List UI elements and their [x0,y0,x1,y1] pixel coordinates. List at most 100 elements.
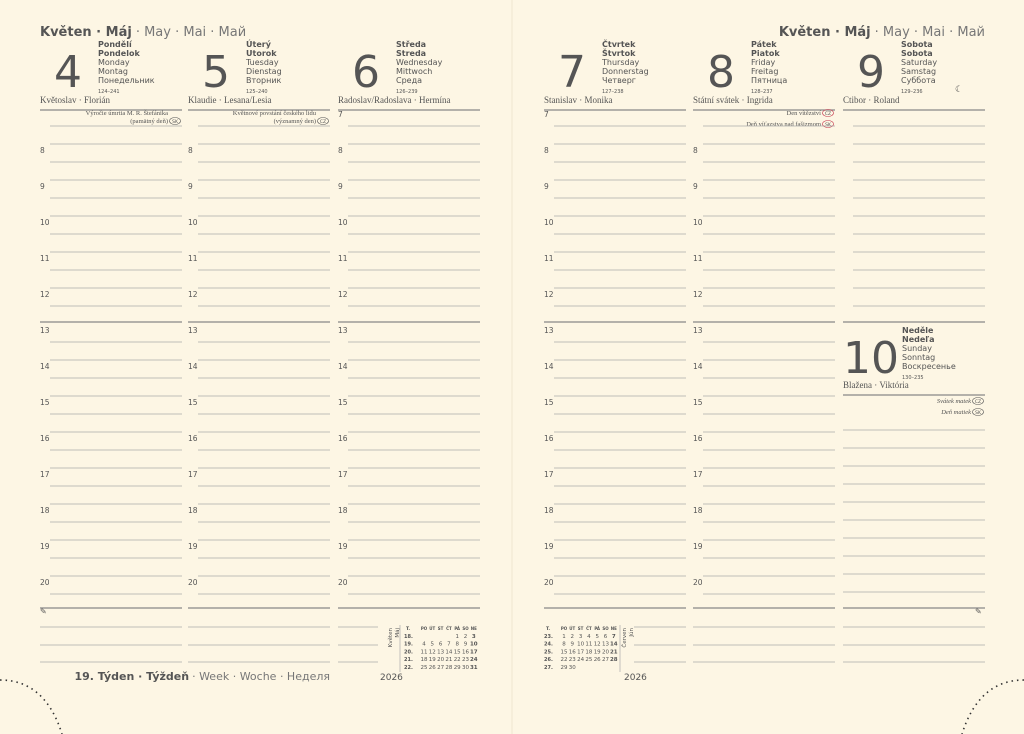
hour-label: 13 [188,326,198,335]
calendar-weekday: NE [471,626,477,631]
calendar-day: 3 [579,634,583,640]
hour-label: 8 [188,146,193,155]
hour-label: 15 [40,398,50,407]
calendar-day: 24 [470,657,478,663]
day-of-year: 126–239 [396,89,418,95]
calendar-day: 20 [602,649,609,655]
note: Den vítězství [787,110,822,117]
calendar-day: 24 [577,657,584,663]
hour-label: 19 [40,542,50,551]
calendar-weekday: ST [578,626,584,631]
weekday-name: Štvrtok [602,47,636,58]
hour-label: 13 [544,326,554,335]
calendar-weekday: ÚT [569,626,575,631]
calendar-day: 4 [422,642,426,648]
day-of-year: 124–241 [98,89,120,95]
hour-label: 18 [693,506,703,515]
calendar-day: 18 [585,649,592,655]
hour-label: 18 [338,506,348,515]
calendar-month: Červen [621,628,628,648]
calendar-day: 17 [470,649,478,655]
weekday-name: Wednesday [396,58,443,67]
weekday-name: Thursday [601,58,639,67]
day-number: 7 [558,47,586,98]
year: 2026 [624,673,647,683]
hour-label: 20 [544,578,554,587]
note: (pamätný deň) [130,118,168,125]
hour-label: 12 [188,290,198,299]
hour-label: 18 [188,506,198,515]
hour-label: 13 [338,326,348,335]
calendar-week-header: T. [546,626,550,632]
pen-icon: ✎ [975,607,982,616]
nameday: Ctibor · Roland [843,95,900,105]
weekday-name: Понедельник [98,76,155,85]
calendar-day: 17 [577,649,584,655]
day-number: 10 [843,333,899,384]
calendar-week-number: 24. [544,642,553,648]
calendar-day: 15 [561,649,568,655]
hour-label: 16 [338,434,348,443]
weekday-name: Среда [396,76,422,85]
calendar-weekday: SO [602,626,609,631]
hour-label: 18 [40,506,50,515]
calendar-weekday: ČT [586,626,592,631]
hour-label: 9 [338,182,343,191]
calendar-day: 22 [561,657,568,663]
badge: SK [825,122,832,128]
weekday-name: Pondělí [98,39,133,49]
hour-label: 11 [188,254,198,263]
calendar-day: 20 [437,657,444,663]
hour-label: 8 [544,146,549,155]
weekday-name: Neděle [902,325,934,335]
hour-label: 8 [693,146,698,155]
calendar-day: 27 [437,665,444,671]
calendar-day: 19 [429,657,436,663]
calendar-week-number: 22. [404,665,413,671]
weekday-name: Montag [98,67,128,76]
hour-label: 11 [338,254,348,263]
day-of-year: 125–240 [246,89,268,95]
weekday-name: Pátek [751,40,777,49]
weekday-name: Четверг [602,76,636,85]
calendar-day: 10 [577,642,584,648]
weekday-name: Пятница [751,76,787,85]
day-number: 5 [202,47,230,98]
calendar-day: 15 [454,649,461,655]
week: 19. Týden · Týždeň [74,670,189,683]
hour-label: 12 [544,290,554,299]
hour-label: 15 [693,398,703,407]
day-number: 8 [707,47,735,98]
hour-label: 14 [40,362,50,371]
calendar-day: 16 [462,649,469,655]
week-title: 19. Týden · Týždeň · Week · Woche · Недел… [74,670,330,683]
note: Květnové povstání českého lidu [233,110,317,117]
note: Výročie úmrtia M. R. Štefánika [86,109,168,117]
day-number: 6 [352,47,380,98]
calendar-week-number: 20. [404,649,413,655]
hour-label: 13 [40,326,50,335]
weekday-name: Piatok [751,49,780,58]
calendar-week-number: 18. [404,634,413,640]
hour-label: 12 [338,290,348,299]
hour-label: 18 [544,506,554,515]
calendar-day: 14 [610,642,618,648]
calendar-weekday: PO [561,626,568,631]
weekday-name: Streda [396,49,426,58]
hour-label: 19 [544,542,554,551]
hour-label: 14 [693,362,703,371]
weekday-name: Friday [751,58,776,67]
hour-label: 9 [693,182,698,191]
badge: CZ [975,399,981,405]
hour-label: 14 [544,362,554,371]
weekday-name: Mittwoch [396,67,432,76]
hour-label: 19 [188,542,198,551]
weekday-name: Воскресенье [902,362,956,371]
weekday-name: Samstag [901,67,936,76]
calendar-day: 2 [464,634,468,640]
hour-label: 11 [544,254,554,263]
weekday-name: Freitag [751,67,778,76]
month-title: Květen · Máj · May · Mai · Май [40,25,246,40]
nameday: Květoslav · Florián [40,95,110,105]
